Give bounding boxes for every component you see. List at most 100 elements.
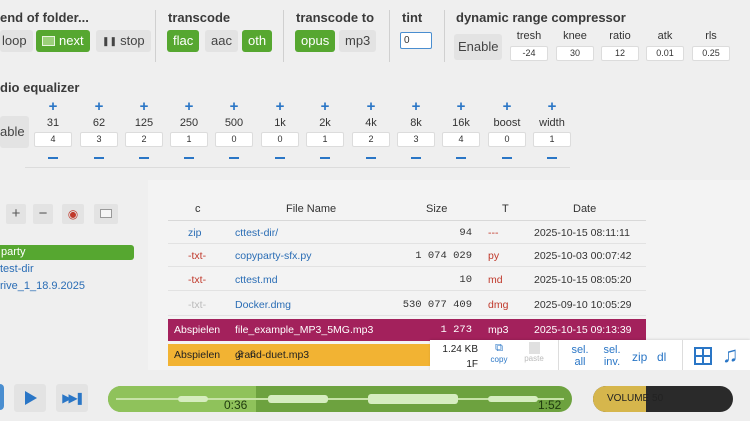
tint-input[interactable]: 0 — [400, 32, 432, 49]
file-name[interactable]: copyparty-sfx.py — [235, 250, 312, 262]
file-action[interactable]: Abspielen — [174, 349, 221, 361]
transcode-aac-button[interactable]: aac — [205, 30, 238, 52]
eq-band-input[interactable]: 1 — [170, 132, 208, 147]
file-row[interactable]: -txt-copyparty-sfx.py 1 074 029 py 2025-10-… — [168, 245, 646, 267]
eq-increase-button[interactable]: + — [184, 98, 194, 115]
drc-param-input[interactable]: 0.01 — [646, 46, 684, 61]
file-row[interactable]: -txt-cttest.md 10 md 2025-10-15 08:05:20 — [168, 269, 646, 291]
file-size: 10 — [459, 274, 472, 286]
file-row[interactable]: -txt- Docker.dmg 530 077 409 dmg 2025-09-10 … — [168, 294, 646, 316]
eq-increase-button[interactable]: + — [411, 98, 421, 115]
eq-band-input[interactable]: 2 — [352, 132, 390, 147]
file-row[interactable]: Abspielen file_example_MP3_5MG.mp3 1 273 mp… — [168, 319, 646, 341]
drc-enable-button[interactable]: Enable — [454, 34, 503, 60]
eq-band-input[interactable]: 0 — [215, 132, 253, 147]
eq-band-input[interactable]: 1 — [306, 132, 344, 147]
drc-param-input[interactable]: 30 — [556, 46, 594, 61]
next-button[interactable]: next — [36, 30, 90, 52]
eq-decrease-button[interactable] — [547, 157, 557, 159]
tree-toggle-button[interactable] — [94, 204, 118, 224]
col-header-c[interactable]: c — [195, 203, 201, 215]
eq-decrease-button[interactable] — [94, 157, 104, 159]
grid-view-icon[interactable] — [694, 347, 712, 365]
eq-band-input[interactable]: 4 — [34, 132, 72, 147]
eq-increase-button[interactable]: + — [94, 98, 104, 115]
transcode-flac-button[interactable]: flac — [167, 30, 200, 52]
eq-decrease-button[interactable] — [366, 157, 376, 159]
eq-band-input[interactable]: 4 — [442, 132, 480, 147]
file-name[interactable]: cttest-dir/ — [235, 227, 279, 239]
file-action[interactable]: -txt- — [188, 250, 207, 262]
eq-decrease-button[interactable] — [48, 157, 58, 159]
col-header-size[interactable]: Size — [426, 203, 448, 215]
file-action[interactable]: -txt- — [188, 274, 207, 286]
drc-param-input[interactable]: 12 — [601, 46, 639, 61]
eq-increase-button[interactable]: + — [320, 98, 330, 115]
eq-decrease-button[interactable] — [229, 157, 239, 159]
drc-param-input[interactable]: -24 — [510, 46, 548, 61]
volume-slider[interactable]: VOLUME 50 — [593, 386, 733, 412]
tree-item[interactable]: test-dir — [0, 263, 34, 275]
eq-increase-button[interactable]: + — [229, 98, 239, 115]
next-track-button[interactable]: ▶▶❚ — [56, 384, 88, 412]
file-name[interactable]: file_example_MP3_5MG.mp3 — [235, 324, 374, 336]
transcode-oth-button[interactable]: oth — [242, 30, 273, 52]
file-name[interactable]: grand-duet.mp3 — [235, 349, 310, 361]
waveform — [178, 396, 208, 402]
eq-increase-button[interactable]: + — [547, 98, 557, 115]
eq-increase-button[interactable]: + — [456, 98, 466, 115]
copy-button[interactable]: ⧉ copy — [486, 342, 512, 364]
stop-button[interactable]: ❚❚ stop — [96, 30, 151, 52]
file-row[interactable]: Abspielen grand-duet.mp3 2 6 — [168, 344, 430, 366]
eq-decrease-button[interactable] — [411, 157, 421, 159]
eq-band-input[interactable]: 1 — [533, 132, 571, 147]
eq-increase-button[interactable]: + — [502, 98, 512, 115]
eq-increase-button[interactable]: + — [139, 98, 149, 115]
divider — [444, 10, 445, 62]
eq-decrease-button[interactable] — [139, 157, 149, 159]
eq-increase-button[interactable]: + — [275, 98, 285, 115]
music-note-icon[interactable]: ♫ — [722, 342, 739, 367]
seek-bar[interactable]: 0:36 1:52 — [108, 386, 572, 412]
file-action[interactable]: Abspielen — [174, 324, 221, 336]
eq-band-input[interactable]: 0 — [261, 132, 299, 147]
download-button[interactable]: dl — [657, 350, 667, 364]
eq-increase-button[interactable]: + — [366, 98, 376, 115]
tree-item-selected[interactable]: party — [0, 245, 134, 260]
eq-band-input[interactable]: 2 — [125, 132, 163, 147]
eq-decrease-button[interactable] — [456, 157, 466, 159]
file-action[interactable]: zip — [188, 227, 202, 239]
eq-increase-button[interactable]: + — [48, 98, 58, 115]
eq-band-input[interactable]: 3 — [80, 132, 118, 147]
eq-decrease-button[interactable] — [184, 157, 194, 159]
transcode-mp3-button[interactable]: mp3 — [339, 30, 377, 52]
add-button[interactable]: + — [6, 204, 26, 224]
prev-button[interactable] — [0, 384, 4, 410]
equalizer-enable-button[interactable]: able — [0, 116, 29, 148]
drc-title: dynamic range compressor — [456, 10, 626, 25]
loop-button[interactable]: loop — [0, 30, 33, 52]
col-header-filename[interactable]: File Name — [286, 203, 337, 215]
eq-band-input[interactable]: 3 — [397, 132, 435, 147]
eq-decrease-button[interactable] — [275, 157, 285, 159]
drc-param-input[interactable]: 0.25 — [692, 46, 730, 61]
remove-button[interactable]: − — [33, 204, 53, 224]
eq-band-label: 62 — [92, 117, 106, 129]
play-button[interactable] — [14, 384, 46, 412]
col-header-date[interactable]: Date — [573, 203, 597, 215]
transcode-opus-button[interactable]: opus — [295, 30, 336, 52]
file-action[interactable]: -txt- — [188, 299, 207, 311]
file-row[interactable]: zip cttest-dir/94 --- 2025-10-15 08:11:11 — [168, 222, 646, 244]
eq-decrease-button[interactable] — [502, 157, 512, 159]
eq-decrease-button[interactable] — [320, 157, 330, 159]
col-header-type[interactable]: T — [502, 203, 509, 215]
select-invert-button[interactable]: sel. inv. — [598, 344, 626, 368]
file-name[interactable]: Docker.dmg — [235, 299, 292, 311]
eq-band-input[interactable]: 0 — [488, 132, 526, 147]
tree-item[interactable]: rive_1_18.9.2025 — [0, 280, 86, 292]
select-all-button[interactable]: sel. all — [568, 344, 592, 368]
zip-button[interactable]: zip — [632, 350, 648, 364]
target-icon[interactable]: ◉ — [62, 204, 84, 224]
file-name[interactable]: cttest.md — [235, 274, 278, 286]
paste-button[interactable]: paste — [520, 342, 548, 363]
